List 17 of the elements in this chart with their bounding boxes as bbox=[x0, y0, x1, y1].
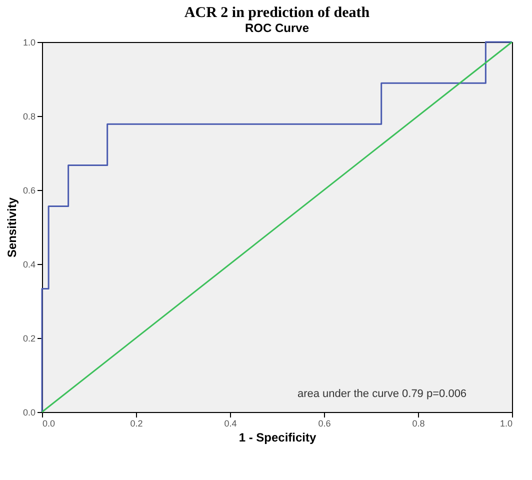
y-axis-title: Sensitivity bbox=[4, 197, 19, 258]
x-tick-label: 1.0 bbox=[500, 418, 512, 428]
chart-subtitle: ROC Curve bbox=[244, 21, 310, 35]
x-tick-label: 0.8 bbox=[412, 418, 425, 428]
annotation: area under the curve 0.79 p=0.006 bbox=[297, 388, 467, 400]
chart-title: ACR 2 in prediction of death bbox=[184, 5, 370, 21]
y-tick-label: 0.6 bbox=[22, 186, 36, 196]
x-tick-label: 0.6 bbox=[318, 418, 331, 428]
y-tick-label: 0.4 bbox=[22, 260, 36, 270]
x-axis-title: 1 - Specificity bbox=[238, 430, 316, 444]
y-tick-label: 0.2 bbox=[22, 334, 36, 344]
x-tick-label: 0.0 bbox=[42, 418, 56, 428]
y-tick-label: 0.8 bbox=[22, 112, 36, 122]
y-tick-label: 0.0 bbox=[22, 408, 36, 418]
x-tick-label: 0.4 bbox=[224, 418, 237, 428]
y-tick-label: 1.0 bbox=[22, 38, 36, 48]
x-tick-label: 0.2 bbox=[130, 418, 143, 428]
